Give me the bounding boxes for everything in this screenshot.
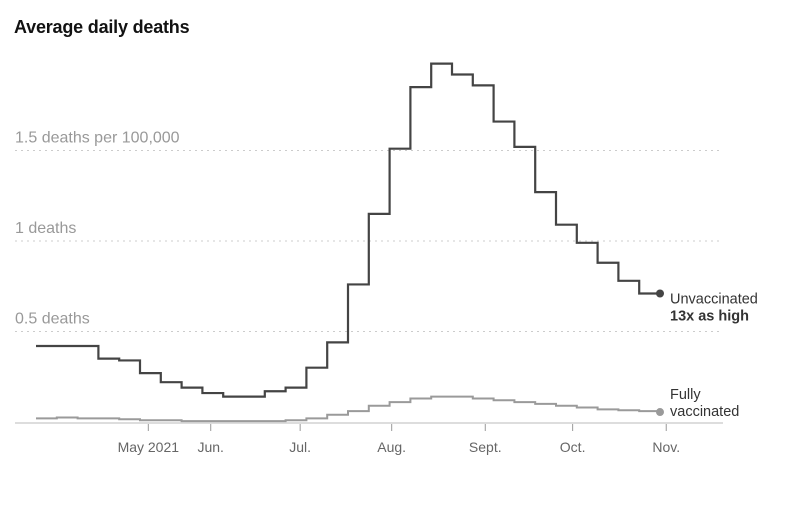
- chart-title: Average daily deaths: [14, 17, 190, 37]
- x-tick-label: May 2021: [118, 439, 180, 455]
- x-tick-label: Nov.: [652, 439, 680, 455]
- series-annotation: vaccinated: [670, 404, 739, 420]
- series-line-vaccinated: [36, 395, 661, 423]
- x-tick-label: Sept.: [469, 439, 502, 455]
- series-line-unvaccinated: [36, 62, 660, 398]
- y-tick-label: 0.5 deaths: [15, 311, 90, 328]
- x-tick-label: Jul.: [289, 439, 311, 455]
- series-annotation: Fully: [670, 387, 701, 403]
- series-end-dot: [656, 408, 664, 417]
- series-annotation: Unvaccinated: [670, 291, 758, 307]
- series-end-dot: [656, 289, 664, 298]
- x-tick-label: Oct.: [560, 439, 586, 455]
- y-tick-label: 1.5 deaths per 100,000: [15, 130, 180, 147]
- x-tick-label: Aug.: [377, 439, 406, 455]
- y-tick-label: 1 deaths: [15, 220, 76, 237]
- x-tick-label: Jun.: [197, 439, 223, 455]
- series-annotation: 13x as high: [670, 308, 749, 324]
